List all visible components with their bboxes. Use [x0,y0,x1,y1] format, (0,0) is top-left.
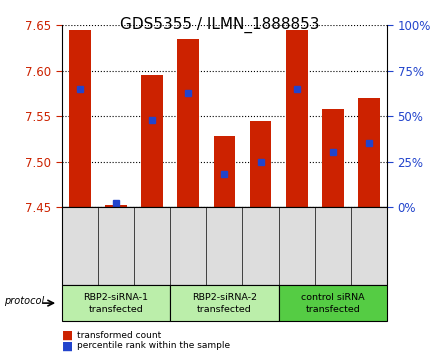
Text: GDS5355 / ILMN_1888853: GDS5355 / ILMN_1888853 [120,16,320,33]
Bar [213,136,235,207]
Bar [177,39,199,207]
Text: ■: ■ [62,329,73,342]
Bar [141,76,163,207]
Text: control siRNA
transfected: control siRNA transfected [301,293,365,314]
Bar [322,109,344,207]
Bar [69,30,91,207]
Bar [105,205,127,207]
Text: RBP2-siRNA-1
transfected: RBP2-siRNA-1 transfected [83,293,148,314]
Bar [358,98,380,207]
Text: transformed count: transformed count [77,331,161,339]
Text: RBP2-siRNA-2
transfected: RBP2-siRNA-2 transfected [192,293,257,314]
Text: protocol: protocol [4,296,44,306]
Text: percentile rank within the sample: percentile rank within the sample [77,342,230,350]
Bar [286,30,308,207]
Text: ■: ■ [62,339,73,352]
Bar [250,121,271,207]
